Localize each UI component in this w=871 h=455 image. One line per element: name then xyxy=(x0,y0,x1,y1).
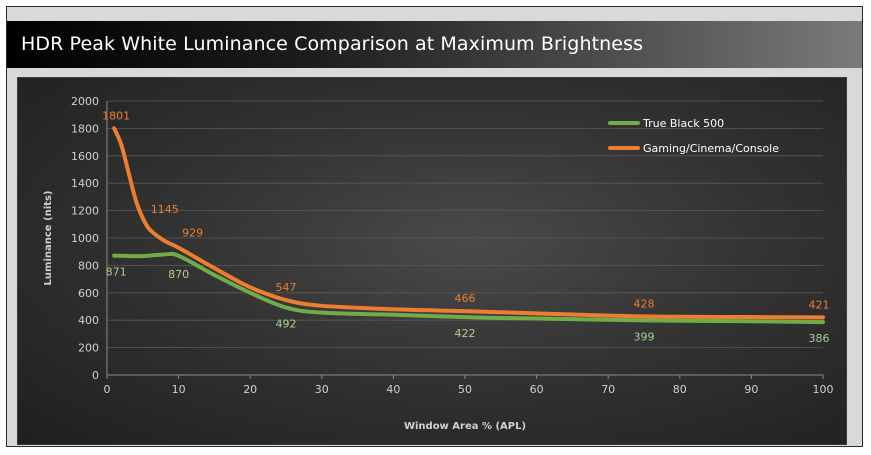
y-tick-label: 1600 xyxy=(71,150,99,163)
data-label: 870 xyxy=(168,268,189,281)
x-tick-label: 60 xyxy=(530,383,544,396)
data-label: 386 xyxy=(809,332,830,345)
data-label: 428 xyxy=(634,297,655,310)
data-label: 466 xyxy=(455,292,476,305)
x-tick-label: 10 xyxy=(172,383,186,396)
data-label: 1801 xyxy=(102,109,130,122)
y-tick-label: 600 xyxy=(78,287,99,300)
data-label: 929 xyxy=(182,227,203,240)
data-label: 871 xyxy=(106,266,127,279)
chart-panel: 0 200 400 600 800 1000 1200 1400 1600 1800 2000 0 10… xyxy=(17,77,847,445)
legend-label-1: Gaming/Cinema/Console xyxy=(643,142,779,155)
x-tick-label: 70 xyxy=(601,383,615,396)
data-label: 399 xyxy=(634,330,655,343)
x-tick-label: 80 xyxy=(673,383,687,396)
y-tick-label: 1800 xyxy=(71,122,99,135)
data-label: 422 xyxy=(455,327,476,340)
y-tick-label: 400 xyxy=(78,314,99,327)
x-tick-label: 40 xyxy=(386,383,400,396)
x-tick-label: 50 xyxy=(458,383,472,396)
y-tick-label: 200 xyxy=(78,342,99,355)
y-tick-label: 2000 xyxy=(71,95,99,108)
y-tick-label: 1000 xyxy=(71,232,99,245)
y-tick-label: 0 xyxy=(92,369,99,382)
legend-label-0: True Black 500 xyxy=(642,117,724,130)
x-tick-label: 20 xyxy=(243,383,257,396)
series-line-0 xyxy=(112,251,825,325)
x-axis-label: Window Area % (APL) xyxy=(404,421,526,432)
series-lines xyxy=(112,126,825,325)
page-title: HDR Peak White Luminance Comparison at M… xyxy=(21,33,644,55)
y-tick-label: 800 xyxy=(78,259,99,272)
title-bar: HDR Peak White Luminance Comparison at M… xyxy=(7,21,862,68)
x-tick-label: 100 xyxy=(813,383,834,396)
data-label: 1145 xyxy=(151,203,179,216)
y-axis-label: Luminance (nits) xyxy=(43,191,54,286)
y-tick-label: 1200 xyxy=(71,205,99,218)
series-line-1 xyxy=(112,126,825,320)
gridlines xyxy=(107,100,823,349)
chart-frame: HDR Peak White Luminance Comparison at M… xyxy=(6,6,863,447)
x-tick-label: 0 xyxy=(104,383,111,396)
data-label: 492 xyxy=(276,318,297,331)
x-tick-label: 30 xyxy=(315,383,329,396)
legend: True Black 500 Gaming/Cinema/Console xyxy=(608,117,779,155)
axes: 0 200 400 600 800 1000 1200 1400 1600 1800 2000 0 10… xyxy=(71,95,834,396)
line-chart: 0 200 400 600 800 1000 1200 1400 1600 1800 2000 0 10… xyxy=(43,95,834,432)
data-label: 421 xyxy=(809,298,830,311)
y-tick-label: 1400 xyxy=(71,177,99,190)
x-tick-label: 90 xyxy=(744,383,758,396)
data-label: 547 xyxy=(276,281,297,294)
